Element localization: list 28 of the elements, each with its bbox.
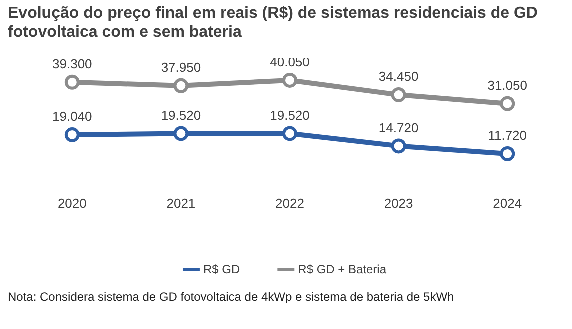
point [282, 126, 298, 142]
x-tick-label: 2024 [493, 196, 522, 211]
point [282, 72, 298, 88]
point [174, 78, 189, 94]
point [500, 96, 516, 112]
x-tick-label: 2021 [166, 196, 196, 211]
point [391, 138, 406, 154]
data-label: 19.520 [161, 108, 202, 123]
x-tick-label: 2020 [58, 196, 87, 211]
x-tick-label: 2023 [384, 196, 414, 211]
data-label: 11.720 [488, 128, 527, 144]
legend-label: R$ GD [203, 262, 240, 276]
data-label: 14.720 [378, 120, 419, 136]
data-label: 37.950 [161, 60, 202, 75]
chart-title: Evolução do preço final em reais (R$) de sistemas residenciais de GD fotovoltaica com e sem bateria [8, 4, 539, 42]
point [174, 126, 189, 142]
data-label: 39.300 [52, 56, 92, 72]
point [500, 146, 516, 162]
point [64, 127, 80, 142]
data-label: 19.520 [270, 108, 310, 123]
data-label: 34.450 [378, 69, 419, 84]
text: Nota: Considera sistema de GD fotovoltaica de 4kWp e sistema de bateria de 5kWh [8, 290, 454, 304]
data-label: 31.050 [488, 78, 528, 93]
legend-label: R$ GD + Bateria [298, 262, 387, 276]
point [391, 88, 406, 103]
point [64, 74, 80, 90]
x-tick-label: 2022 [276, 196, 304, 211]
data-label: 19.040 [52, 109, 92, 124]
